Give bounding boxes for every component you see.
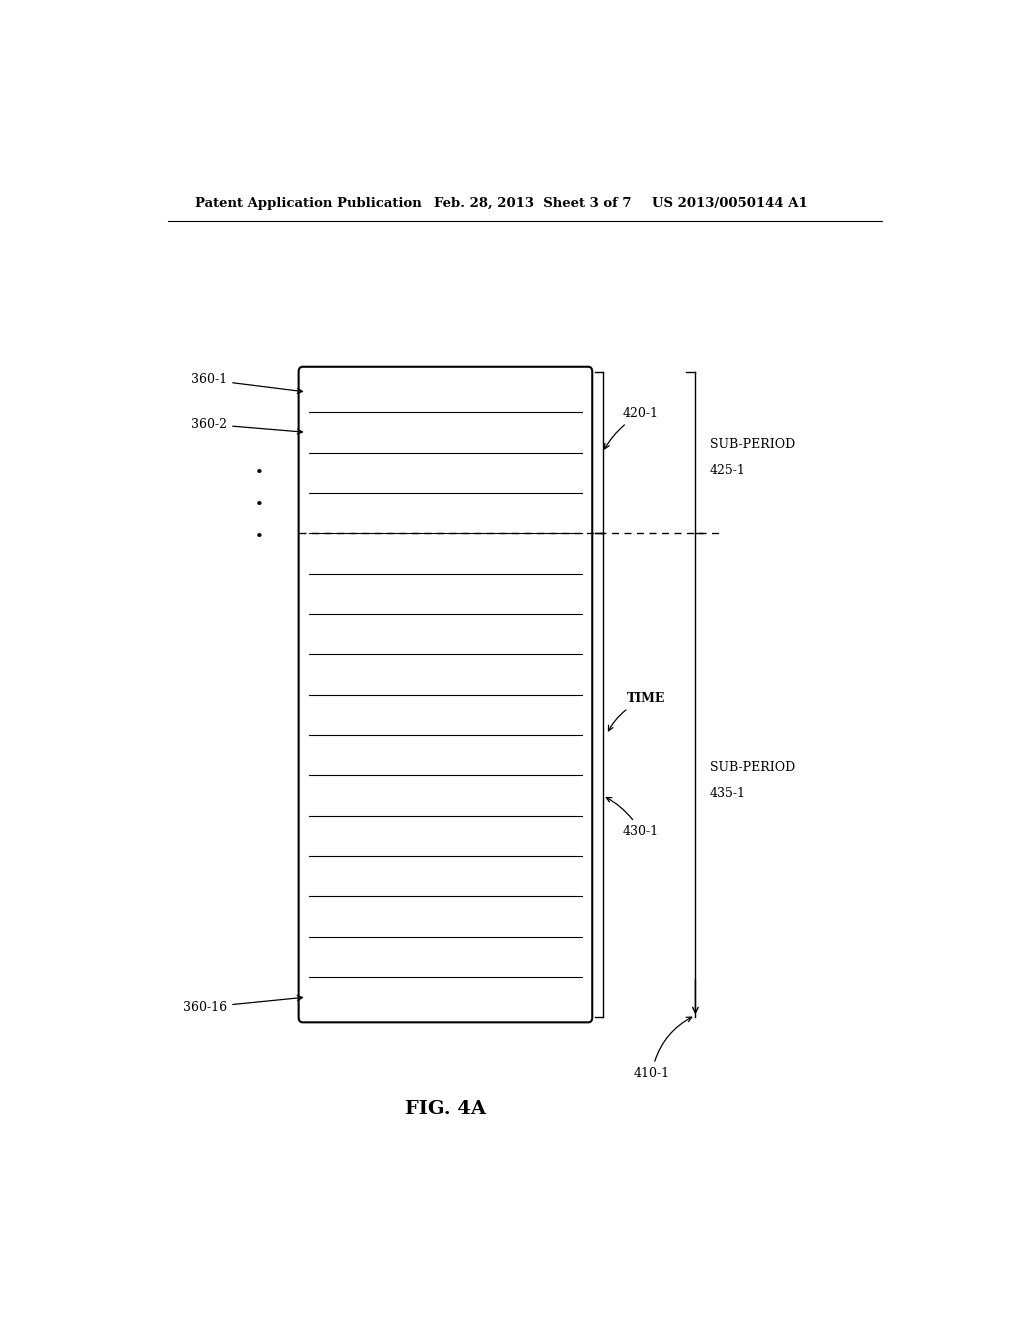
Text: 410-1: 410-1 bbox=[634, 1018, 692, 1080]
Text: SUB-PERIOD: SUB-PERIOD bbox=[710, 438, 795, 451]
Text: US 2013/0050144 A1: US 2013/0050144 A1 bbox=[652, 197, 808, 210]
Text: 360-2: 360-2 bbox=[191, 417, 302, 434]
Text: Patent Application Publication: Patent Application Publication bbox=[196, 197, 422, 210]
Text: •: • bbox=[255, 498, 263, 512]
Text: 430-1: 430-1 bbox=[606, 797, 658, 838]
FancyBboxPatch shape bbox=[299, 367, 592, 1022]
Text: 360-16: 360-16 bbox=[183, 995, 302, 1014]
Text: 435-1: 435-1 bbox=[710, 787, 745, 800]
Text: 360-1: 360-1 bbox=[191, 374, 302, 393]
Text: Feb. 28, 2013  Sheet 3 of 7: Feb. 28, 2013 Sheet 3 of 7 bbox=[433, 197, 631, 210]
Text: •: • bbox=[255, 466, 263, 479]
Text: •: • bbox=[255, 531, 263, 544]
Text: 425-1: 425-1 bbox=[710, 465, 745, 478]
Text: TIME: TIME bbox=[608, 693, 665, 731]
Text: SUB-PERIOD: SUB-PERIOD bbox=[710, 760, 795, 774]
Text: FIG. 4A: FIG. 4A bbox=[404, 1100, 486, 1118]
Text: 420-1: 420-1 bbox=[604, 408, 658, 449]
